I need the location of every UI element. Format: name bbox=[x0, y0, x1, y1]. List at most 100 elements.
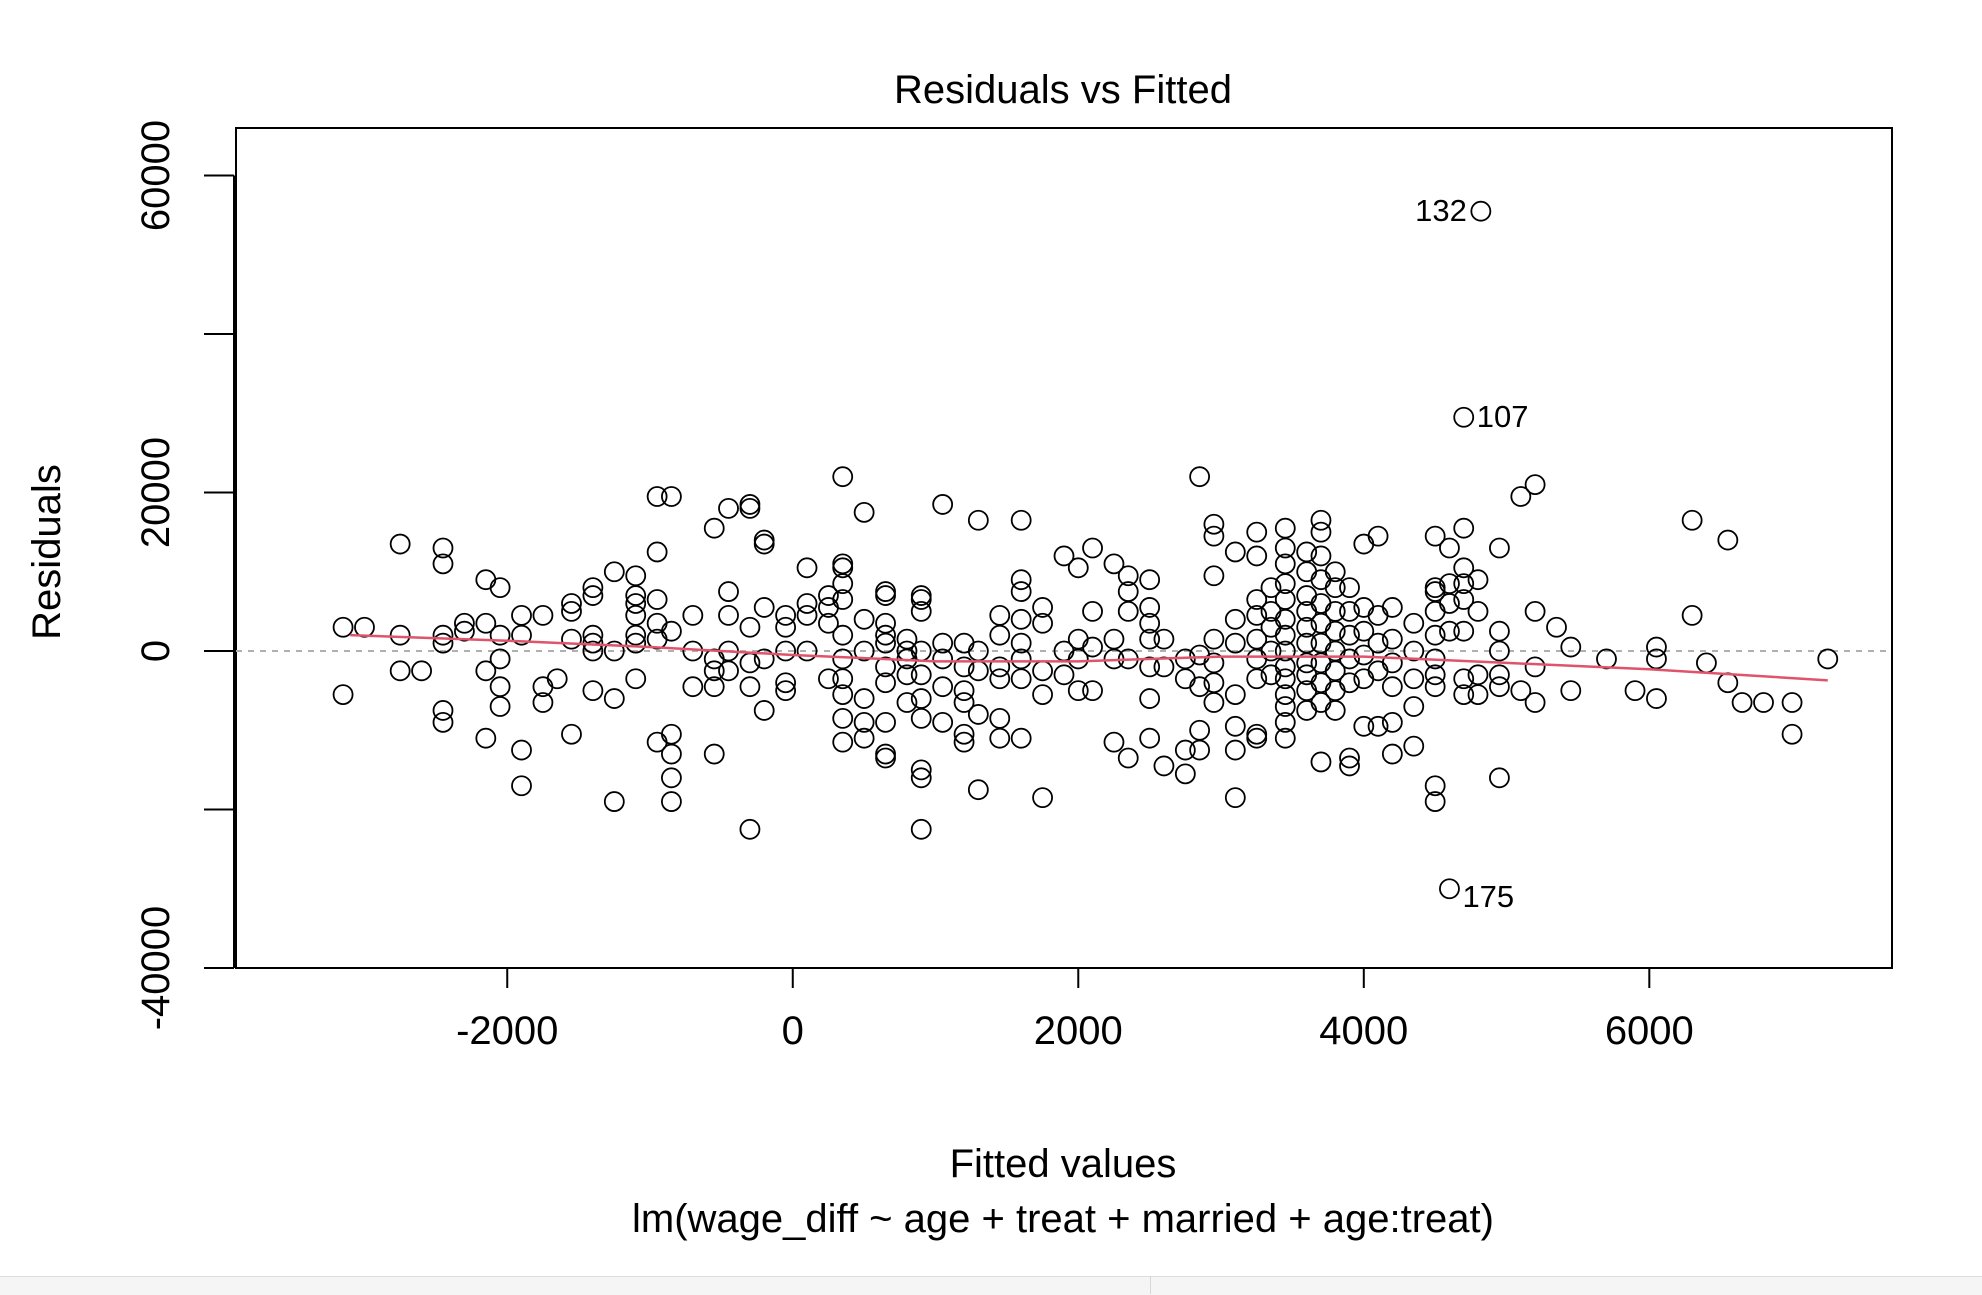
data-point bbox=[953, 680, 975, 702]
data-point bbox=[625, 632, 647, 654]
data-point bbox=[1067, 648, 1089, 670]
data-point bbox=[1103, 553, 1125, 575]
data-point bbox=[511, 739, 532, 761]
data-point bbox=[853, 688, 875, 709]
data-point bbox=[1203, 692, 1225, 713]
data-point bbox=[1117, 600, 1139, 622]
data-point bbox=[796, 557, 818, 579]
data-point bbox=[1103, 628, 1125, 650]
data-point bbox=[832, 624, 854, 646]
data-point bbox=[1082, 537, 1103, 559]
data-point bbox=[646, 541, 668, 563]
data-point bbox=[910, 664, 932, 686]
data-point bbox=[1324, 700, 1346, 721]
data-point bbox=[1189, 466, 1211, 488]
data-point bbox=[1453, 668, 1475, 690]
data-point bbox=[646, 486, 668, 507]
data-point bbox=[1274, 711, 1296, 733]
data-point bbox=[967, 660, 989, 682]
data-point bbox=[718, 660, 739, 682]
data-point bbox=[1246, 727, 1268, 749]
point-labels: 132 107 175 bbox=[1415, 193, 1528, 914]
data-point bbox=[1010, 569, 1032, 591]
data-point bbox=[511, 624, 532, 646]
data-point bbox=[1489, 640, 1510, 662]
data-point bbox=[389, 533, 411, 555]
data-point bbox=[561, 593, 582, 614]
data-point bbox=[1117, 747, 1139, 769]
data-point bbox=[582, 577, 604, 599]
data-point bbox=[818, 585, 839, 606]
data-point bbox=[1381, 652, 1403, 674]
data-point bbox=[1010, 581, 1032, 602]
data-point bbox=[1403, 612, 1425, 634]
data-point bbox=[582, 640, 604, 662]
data-point bbox=[661, 767, 682, 789]
data-point bbox=[1524, 600, 1546, 622]
data-point bbox=[1174, 739, 1196, 761]
footer-divider bbox=[1150, 1276, 1151, 1294]
data-point bbox=[832, 648, 854, 670]
data-point bbox=[818, 612, 839, 634]
data-point bbox=[1646, 688, 1667, 709]
data-point bbox=[832, 557, 854, 579]
chart-subtitle: lm(wage_diff ~ age + treat + married + a… bbox=[632, 1197, 1494, 1241]
data-point bbox=[1203, 513, 1225, 535]
data-point bbox=[832, 707, 854, 729]
data-point bbox=[561, 723, 582, 745]
data-point bbox=[1510, 680, 1532, 702]
data-point bbox=[910, 589, 932, 610]
data-point bbox=[1353, 533, 1375, 555]
data-point bbox=[1381, 628, 1403, 650]
data-point bbox=[489, 696, 511, 717]
data-point bbox=[1153, 755, 1175, 777]
data-point bbox=[703, 660, 725, 682]
data-point bbox=[1439, 537, 1460, 559]
data-point bbox=[1310, 521, 1332, 543]
data-point bbox=[1224, 787, 1246, 809]
data-point bbox=[1403, 735, 1425, 757]
data-point bbox=[1381, 711, 1403, 733]
data-point bbox=[1524, 692, 1546, 713]
data-point bbox=[1274, 668, 1296, 690]
point-label: 107 bbox=[1477, 399, 1529, 434]
data-point bbox=[932, 676, 954, 698]
data-point bbox=[561, 600, 582, 622]
data-point bbox=[1510, 486, 1532, 507]
data-point bbox=[1453, 406, 1475, 428]
data-point bbox=[603, 640, 625, 662]
data-point bbox=[953, 656, 975, 678]
data-point bbox=[1310, 569, 1332, 591]
data-point bbox=[1082, 636, 1103, 658]
data-point bbox=[1246, 589, 1268, 610]
data-point bbox=[753, 529, 775, 551]
data-point bbox=[1489, 767, 1510, 789]
data-point bbox=[1189, 719, 1211, 741]
data-point bbox=[1010, 632, 1032, 654]
data-point bbox=[739, 494, 761, 515]
data-point bbox=[1310, 593, 1332, 614]
data-point bbox=[411, 660, 432, 682]
data-point bbox=[932, 648, 954, 670]
data-point bbox=[739, 652, 761, 674]
data-point bbox=[1817, 648, 1839, 670]
data-point bbox=[1489, 676, 1510, 698]
data-point bbox=[1717, 672, 1739, 694]
data-point bbox=[1067, 628, 1089, 650]
data-point bbox=[1274, 537, 1296, 559]
data-point bbox=[1424, 525, 1446, 547]
data-point bbox=[1324, 577, 1346, 599]
data-point bbox=[1324, 680, 1346, 702]
data-point bbox=[910, 600, 932, 622]
data-point bbox=[953, 731, 975, 753]
data-point bbox=[1453, 684, 1475, 706]
data-point bbox=[1189, 676, 1211, 698]
data-point bbox=[739, 497, 761, 519]
x-tick-label: 6000 bbox=[1605, 1009, 1694, 1053]
data-point bbox=[475, 727, 497, 749]
data-point bbox=[1246, 723, 1268, 745]
data-point bbox=[1353, 597, 1375, 618]
data-point bbox=[625, 604, 647, 626]
data-point bbox=[739, 818, 761, 840]
